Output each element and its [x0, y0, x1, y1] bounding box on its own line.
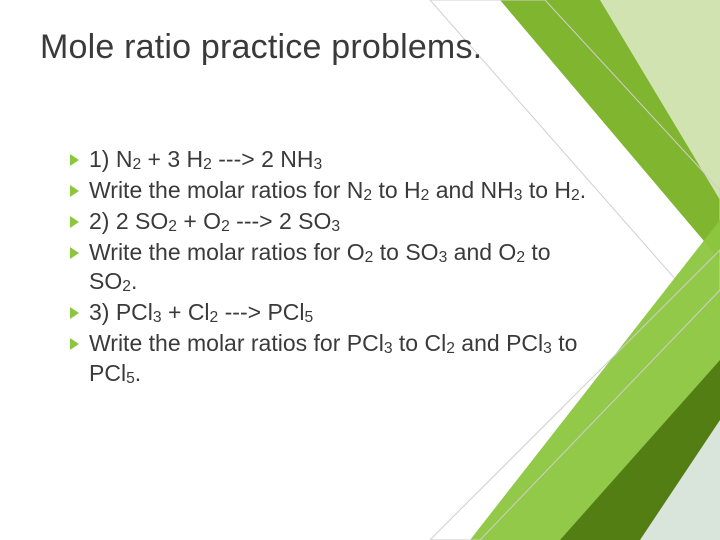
bullet-arrow-icon: [70, 154, 79, 166]
bullet-item: Write the molar ratios for PCl3 to Cl2 a…: [70, 329, 590, 387]
bullet-text: Write the molar ratios for PCl3 to Cl2 a…: [89, 329, 590, 387]
bullet-arrow-icon: [70, 338, 79, 350]
slide: Mole ratio practice problems. 1) N2 + 3 …: [0, 0, 720, 540]
slide-title: Mole ratio practice problems.: [40, 28, 482, 67]
bullet-item: 2) 2 SO2 + O2 ---> 2 SO3: [70, 207, 590, 236]
bullet-arrow-icon: [70, 185, 79, 197]
bullet-text: Write the molar ratios for N2 to H2 and …: [89, 176, 586, 205]
bullet-item: 1) N2 + 3 H2 ---> 2 NH3: [70, 145, 590, 174]
bullet-arrow-icon: [70, 216, 79, 228]
bullet-text: 1) N2 + 3 H2 ---> 2 NH3: [89, 145, 322, 174]
bullet-text: 2) 2 SO2 + O2 ---> 2 SO3: [89, 207, 340, 236]
bullet-text: Write the molar ratios for O2 to SO3 and…: [89, 238, 590, 296]
bullet-arrow-icon: [70, 307, 79, 319]
bullet-list: 1) N2 + 3 H2 ---> 2 NH3Write the molar r…: [70, 145, 590, 390]
bullet-text: 3) PCl3 + Cl2 ---> PCl5: [89, 298, 313, 327]
bullet-item: Write the molar ratios for N2 to H2 and …: [70, 176, 590, 205]
bullet-arrow-icon: [70, 247, 79, 259]
bullet-item: Write the molar ratios for O2 to SO3 and…: [70, 238, 590, 296]
bullet-item: 3) PCl3 + Cl2 ---> PCl5: [70, 298, 590, 327]
